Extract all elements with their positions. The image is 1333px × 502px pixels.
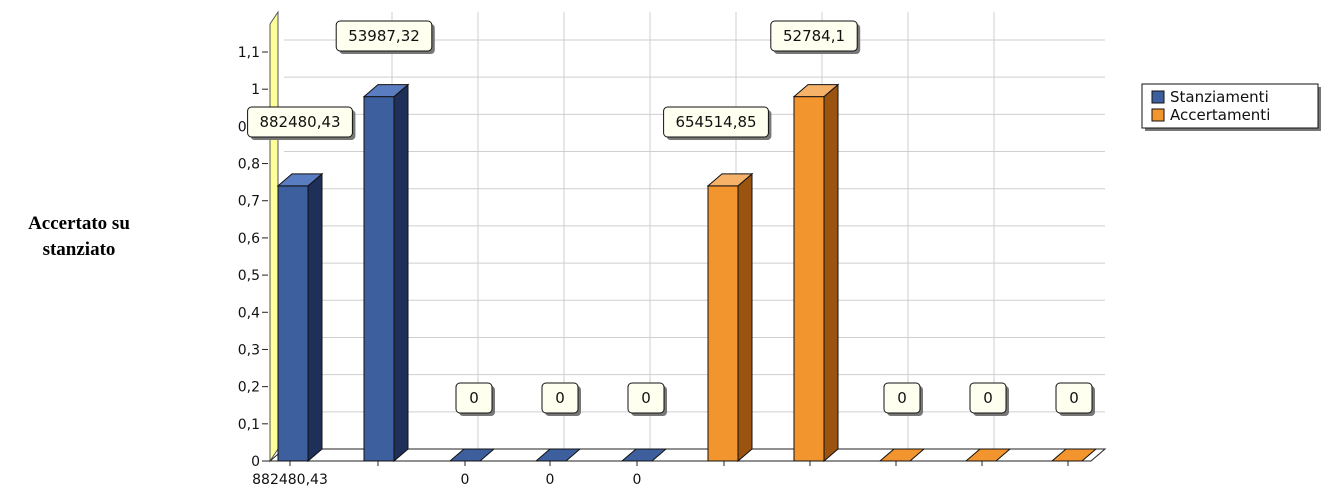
data-label-box — [883, 382, 921, 414]
accertamenti-data-label: 0 — [883, 382, 923, 416]
stanziamenti-bar — [363, 96, 395, 462]
stanziamenti-bar-top — [276, 173, 324, 187]
data-label-box — [541, 382, 579, 414]
accertamenti-legend-label: Accertamenti — [1170, 106, 1270, 124]
accertamenti-bar-zero — [964, 448, 1012, 462]
stanziamenti-data-label: 0 — [455, 382, 495, 416]
accertamenti-bar — [793, 96, 825, 462]
x-tick-label: 0 — [633, 472, 642, 488]
y-tick-label: 0,6 — [238, 231, 260, 247]
y-tick-label: 0,4 — [238, 305, 260, 321]
x-axis-ticks: 882480,43 0 0 0 — [252, 461, 1069, 488]
data-label-box — [247, 106, 353, 138]
y-tick-label: 0 — [251, 454, 260, 470]
data-label-box — [663, 106, 769, 138]
x-tick-label: 0 — [546, 472, 555, 488]
y-tick-label: 0,3 — [238, 342, 260, 358]
y-tick-label: 0,8 — [238, 157, 260, 173]
data-label-text: 0 — [641, 389, 651, 407]
y-tick-label: 0,1 — [238, 417, 260, 433]
data-label-box — [770, 20, 858, 52]
chart-wall — [269, 10, 279, 463]
data-label-text: 0 — [897, 389, 907, 407]
data-label-box — [969, 382, 1007, 414]
wall-panel — [269, 10, 279, 463]
side-label: Accertato su stanziato — [0, 211, 158, 263]
data-label-text: 52784,1 — [783, 27, 845, 45]
data-labels: 882480,43 53987,32 0 0 0 654514,85 52784,1 0 0 0 — [247, 20, 1095, 416]
data-label-box — [455, 382, 493, 414]
y-tick-label: 1 — [251, 82, 260, 98]
bars — [276, 83, 1098, 463]
stanziamenti-bar-zero — [620, 448, 668, 462]
accertamenti-bar-top — [792, 84, 840, 98]
y-tick-label: 1,1 — [238, 45, 260, 61]
stanziamenti-data-label: 882480,43 — [247, 106, 356, 140]
data-label-text: 0 — [469, 389, 479, 407]
accertamenti-bar-zero — [1050, 448, 1098, 462]
stanziamenti-bar-side — [307, 172, 323, 463]
side-label-line1: Accertato su — [28, 213, 130, 234]
y-tick-label: 0,2 — [238, 380, 260, 396]
data-label-text: 0 — [1069, 389, 1079, 407]
y-tick-label: 0,7 — [238, 194, 260, 210]
x-tick-label: 0 — [461, 472, 470, 488]
stanziamenti-data-label: 0 — [627, 382, 667, 416]
stanziamenti-data-label: 0 — [541, 382, 581, 416]
x-tick-label: 882480,43 — [252, 472, 328, 488]
legend-box — [1141, 83, 1319, 129]
y-tick-label: 0,5 — [238, 268, 260, 284]
data-label-box — [1055, 382, 1093, 414]
data-label-text: 0 — [983, 389, 993, 407]
side-label-line2: stanziato — [42, 239, 116, 260]
data-label-box — [627, 382, 665, 414]
grid — [284, 12, 1105, 450]
accertamenti-data-label: 0 — [1055, 382, 1095, 416]
accertamenti-legend-swatch — [1151, 108, 1165, 122]
data-label-box — [335, 20, 433, 52]
accertamenti-data-label: 654514,85 — [663, 106, 772, 140]
stanziamenti-bar-top — [362, 84, 410, 98]
accertamenti-bar-top — [706, 173, 754, 187]
stanziamenti-bar-zero — [534, 448, 582, 462]
stanziamenti-bar — [277, 185, 309, 462]
data-label-text: 53987,32 — [348, 27, 420, 45]
stanziamenti-data-label: 53987,32 — [335, 20, 435, 54]
data-label-text: 882480,43 — [259, 113, 340, 131]
accertamenti-data-label: 0 — [969, 382, 1009, 416]
accertamenti-bar-zero — [878, 448, 926, 462]
stanziamenti-bar-side — [393, 83, 409, 463]
accertamenti-bar-side — [737, 172, 753, 463]
stanziamenti-legend-label: Stanziamenti — [1170, 88, 1269, 106]
data-label-text: 0 — [555, 389, 565, 407]
y-axis: 00,10,20,30,40,50,60,70,80,911,1 — [238, 45, 270, 470]
accertamenti-data-label: 52784,1 — [770, 20, 861, 54]
accertamenti-bar-side — [823, 83, 839, 463]
accertamenti-bar — [707, 185, 739, 462]
stanziamenti-legend-swatch — [1151, 90, 1165, 104]
data-label-text: 654514,85 — [675, 113, 756, 131]
stanziamenti-bar-zero — [448, 448, 496, 462]
